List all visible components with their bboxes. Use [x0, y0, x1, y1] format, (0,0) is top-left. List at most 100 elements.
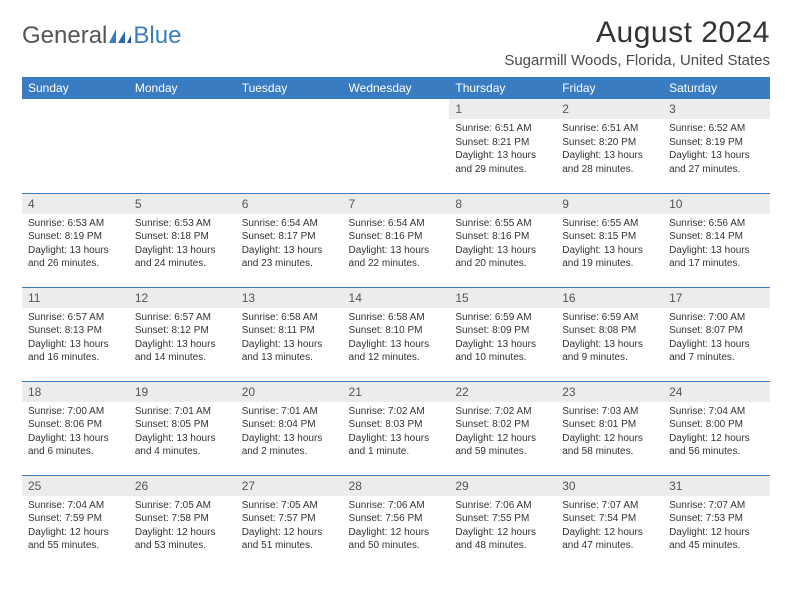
daylight-text: Daylight: 12 hours and 47 minutes.: [562, 526, 657, 553]
day-body: Sunrise: 7:06 AMSunset: 7:56 PMDaylight:…: [343, 496, 450, 557]
empty-cell: [236, 99, 343, 193]
day-cell: 2Sunrise: 6:51 AMSunset: 8:20 PMDaylight…: [556, 99, 663, 193]
daylight-text: Daylight: 13 hours and 26 minutes.: [28, 244, 123, 271]
day-number: 30: [556, 476, 663, 496]
day-number: 22: [449, 382, 556, 402]
day-cell: 11Sunrise: 6:57 AMSunset: 8:13 PMDayligh…: [22, 287, 129, 381]
sunset-text: Sunset: 8:21 PM: [455, 136, 550, 150]
sunset-text: Sunset: 8:04 PM: [242, 418, 337, 432]
logo-text-part1: General: [22, 22, 107, 50]
sunrise-text: Sunrise: 6:52 AM: [669, 122, 764, 136]
day-number: 23: [556, 382, 663, 402]
sunset-text: Sunset: 8:16 PM: [455, 230, 550, 244]
day-body: Sunrise: 6:54 AMSunset: 8:17 PMDaylight:…: [236, 214, 343, 275]
sunrise-text: Sunrise: 6:51 AM: [455, 122, 550, 136]
day-header: Wednesday: [343, 77, 450, 99]
day-body: Sunrise: 7:07 AMSunset: 7:53 PMDaylight:…: [663, 496, 770, 557]
daylight-text: Daylight: 13 hours and 6 minutes.: [28, 432, 123, 459]
daylight-text: Daylight: 12 hours and 50 minutes.: [349, 526, 444, 553]
daylight-text: Daylight: 13 hours and 20 minutes.: [455, 244, 550, 271]
week-row: 4Sunrise: 6:53 AMSunset: 8:19 PMDaylight…: [22, 193, 770, 287]
day-cell: 1Sunrise: 6:51 AMSunset: 8:21 PMDaylight…: [449, 99, 556, 193]
sunrise-text: Sunrise: 7:04 AM: [28, 499, 123, 513]
daylight-text: Daylight: 13 hours and 19 minutes.: [562, 244, 657, 271]
day-cell: 4Sunrise: 6:53 AMSunset: 8:19 PMDaylight…: [22, 193, 129, 287]
day-cell: 21Sunrise: 7:02 AMSunset: 8:03 PMDayligh…: [343, 381, 450, 475]
day-number: 17: [663, 288, 770, 308]
sunset-text: Sunset: 7:58 PM: [135, 512, 230, 526]
day-body: Sunrise: 7:01 AMSunset: 8:04 PMDaylight:…: [236, 402, 343, 463]
header: General Blue August 2024 Sugarmill Woods…: [22, 16, 770, 69]
daylight-text: Daylight: 12 hours and 51 minutes.: [242, 526, 337, 553]
daylight-text: Daylight: 13 hours and 14 minutes.: [135, 338, 230, 365]
sunset-text: Sunset: 8:09 PM: [455, 324, 550, 338]
sunset-text: Sunset: 8:14 PM: [669, 230, 764, 244]
logo: General Blue: [22, 16, 181, 50]
day-number: 13: [236, 288, 343, 308]
day-body: Sunrise: 6:51 AMSunset: 8:21 PMDaylight:…: [449, 119, 556, 180]
day-body: Sunrise: 6:57 AMSunset: 8:12 PMDaylight:…: [129, 308, 236, 369]
day-cell: 22Sunrise: 7:02 AMSunset: 8:02 PMDayligh…: [449, 381, 556, 475]
page-subtitle: Sugarmill Woods, Florida, United States: [504, 52, 770, 69]
day-number: 25: [22, 476, 129, 496]
day-number: 24: [663, 382, 770, 402]
day-cell: 9Sunrise: 6:55 AMSunset: 8:15 PMDaylight…: [556, 193, 663, 287]
daylight-text: Daylight: 12 hours and 56 minutes.: [669, 432, 764, 459]
sunrise-text: Sunrise: 7:07 AM: [669, 499, 764, 513]
sunrise-text: Sunrise: 6:55 AM: [562, 217, 657, 231]
day-cell: 28Sunrise: 7:06 AMSunset: 7:56 PMDayligh…: [343, 475, 450, 569]
empty-cell: [22, 99, 129, 193]
calendar-table: SundayMondayTuesdayWednesdayThursdayFrid…: [22, 77, 770, 569]
day-header: Sunday: [22, 77, 129, 99]
day-body: Sunrise: 7:00 AMSunset: 8:07 PMDaylight:…: [663, 308, 770, 369]
sunset-text: Sunset: 8:16 PM: [349, 230, 444, 244]
day-number: 3: [663, 99, 770, 119]
daylight-text: Daylight: 12 hours and 53 minutes.: [135, 526, 230, 553]
day-body: Sunrise: 7:03 AMSunset: 8:01 PMDaylight:…: [556, 402, 663, 463]
sunrise-text: Sunrise: 6:53 AM: [28, 217, 123, 231]
sunset-text: Sunset: 7:57 PM: [242, 512, 337, 526]
sunset-text: Sunset: 8:02 PM: [455, 418, 550, 432]
day-number: 8: [449, 194, 556, 214]
sunrise-text: Sunrise: 6:54 AM: [349, 217, 444, 231]
day-cell: 16Sunrise: 6:59 AMSunset: 8:08 PMDayligh…: [556, 287, 663, 381]
day-cell: 15Sunrise: 6:59 AMSunset: 8:09 PMDayligh…: [449, 287, 556, 381]
day-body: Sunrise: 6:58 AMSunset: 8:10 PMDaylight:…: [343, 308, 450, 369]
daylight-text: Daylight: 13 hours and 12 minutes.: [349, 338, 444, 365]
day-number: 20: [236, 382, 343, 402]
day-cell: 13Sunrise: 6:58 AMSunset: 8:11 PMDayligh…: [236, 287, 343, 381]
sunrise-text: Sunrise: 7:07 AM: [562, 499, 657, 513]
week-row: 11Sunrise: 6:57 AMSunset: 8:13 PMDayligh…: [22, 287, 770, 381]
daylight-text: Daylight: 13 hours and 4 minutes.: [135, 432, 230, 459]
day-number: 14: [343, 288, 450, 308]
week-row: 18Sunrise: 7:00 AMSunset: 8:06 PMDayligh…: [22, 381, 770, 475]
sunrise-text: Sunrise: 6:57 AM: [135, 311, 230, 325]
sunrise-text: Sunrise: 6:55 AM: [455, 217, 550, 231]
day-cell: 20Sunrise: 7:01 AMSunset: 8:04 PMDayligh…: [236, 381, 343, 475]
day-cell: 27Sunrise: 7:05 AMSunset: 7:57 PMDayligh…: [236, 475, 343, 569]
sunrise-text: Sunrise: 7:04 AM: [669, 405, 764, 419]
day-body: Sunrise: 6:53 AMSunset: 8:18 PMDaylight:…: [129, 214, 236, 275]
empty-cell: [129, 99, 236, 193]
sunrise-text: Sunrise: 6:56 AM: [669, 217, 764, 231]
sunrise-text: Sunrise: 7:05 AM: [242, 499, 337, 513]
sunset-text: Sunset: 7:55 PM: [455, 512, 550, 526]
sunrise-text: Sunrise: 7:02 AM: [349, 405, 444, 419]
day-number: 28: [343, 476, 450, 496]
day-body: Sunrise: 7:02 AMSunset: 8:02 PMDaylight:…: [449, 402, 556, 463]
sunset-text: Sunset: 8:19 PM: [669, 136, 764, 150]
daylight-text: Daylight: 13 hours and 16 minutes.: [28, 338, 123, 365]
day-body: Sunrise: 7:06 AMSunset: 7:55 PMDaylight:…: [449, 496, 556, 557]
sunset-text: Sunset: 8:07 PM: [669, 324, 764, 338]
day-number: 12: [129, 288, 236, 308]
day-cell: 3Sunrise: 6:52 AMSunset: 8:19 PMDaylight…: [663, 99, 770, 193]
day-body: Sunrise: 6:55 AMSunset: 8:16 PMDaylight:…: [449, 214, 556, 275]
day-header: Monday: [129, 77, 236, 99]
daylight-text: Daylight: 13 hours and 22 minutes.: [349, 244, 444, 271]
day-header: Tuesday: [236, 77, 343, 99]
day-body: Sunrise: 6:59 AMSunset: 8:08 PMDaylight:…: [556, 308, 663, 369]
daylight-text: Daylight: 13 hours and 17 minutes.: [669, 244, 764, 271]
sunrise-text: Sunrise: 7:05 AM: [135, 499, 230, 513]
day-header-row: SundayMondayTuesdayWednesdayThursdayFrid…: [22, 77, 770, 99]
day-number: 16: [556, 288, 663, 308]
